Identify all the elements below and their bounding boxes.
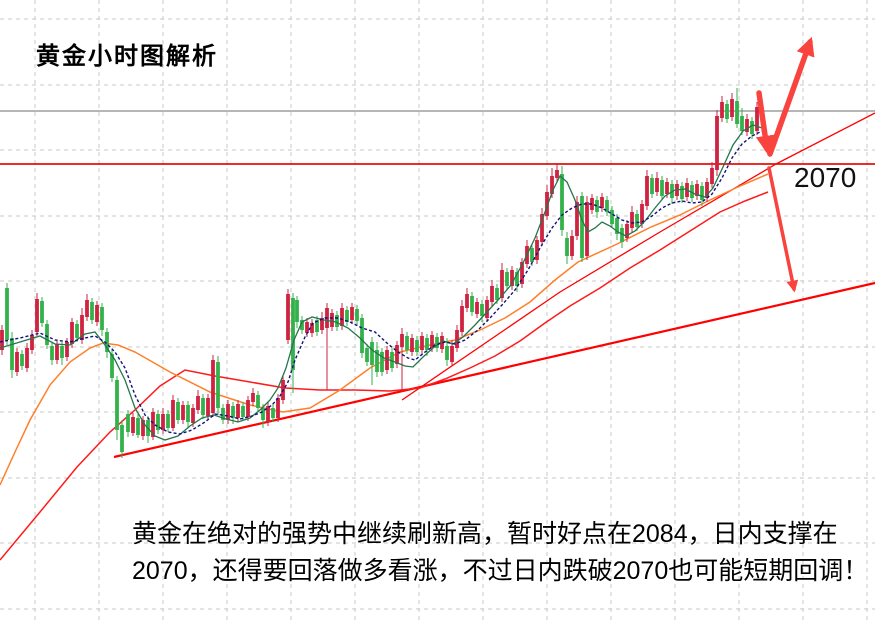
- analysis-caption: 黄金在绝对的强势中继续刷新高，暂时好点在2084，日内支撑在 2070，还得要回…: [132, 516, 869, 590]
- caption-line-1: 黄金在绝对的强势中继续刷新高，暂时好点在2084，日内支撑在: [132, 520, 838, 548]
- resistance-price-label: 2070: [794, 162, 857, 193]
- chart-title: 黄金小时图解析: [36, 43, 218, 70]
- caption-line-2: 2070，还得要回落做多看涨，不过日内跌破2070也可能短期回调！: [132, 557, 869, 585]
